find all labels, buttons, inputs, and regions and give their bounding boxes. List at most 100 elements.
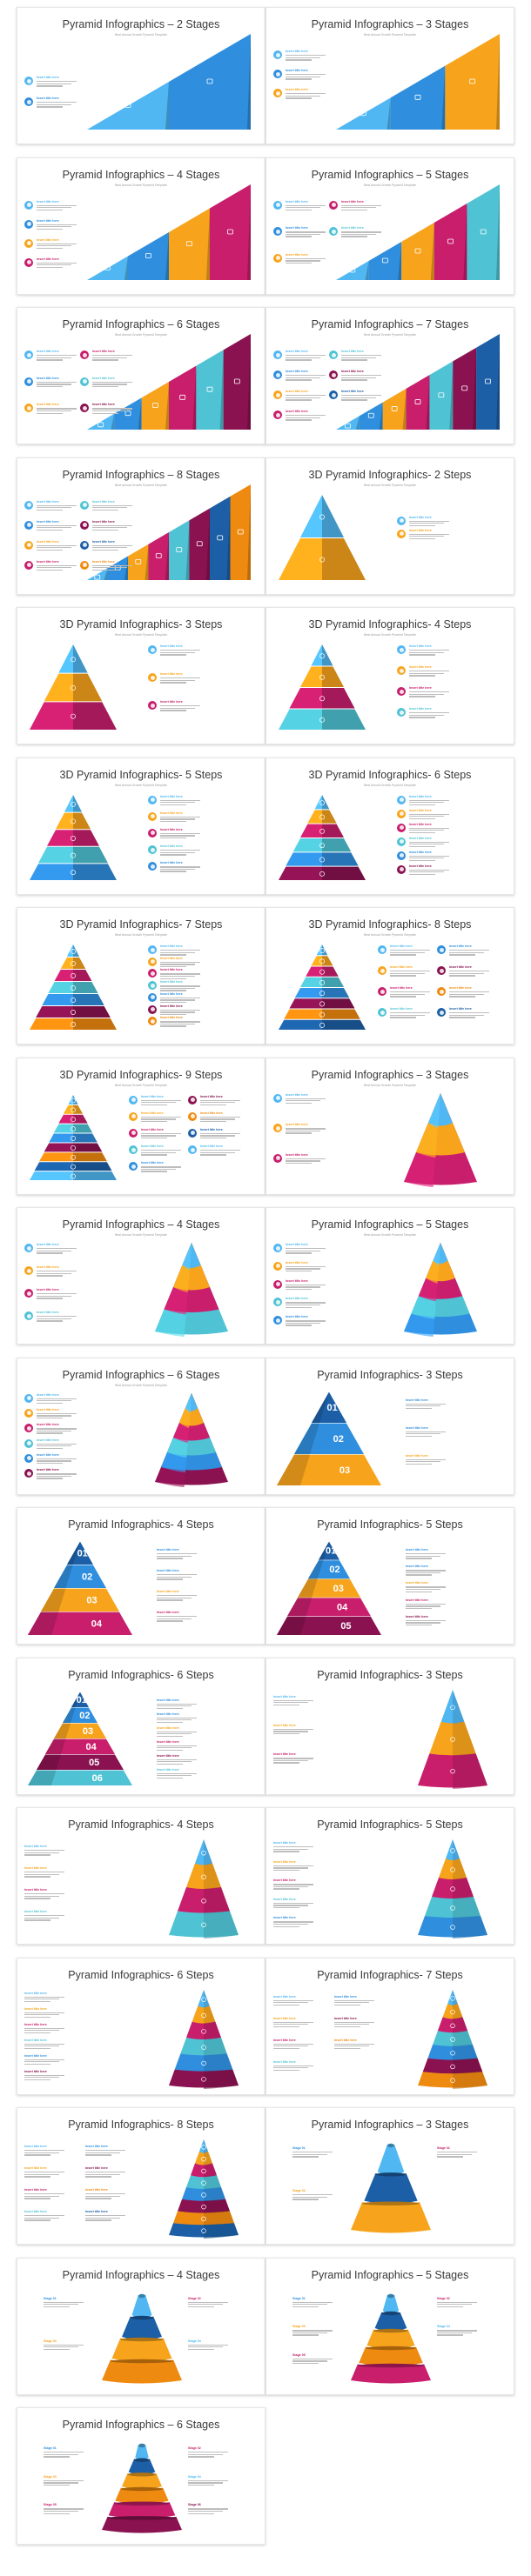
slide-thumbnail[interactable]: Pyramid Infographics- 7 Steps Insert titl…: [266, 1957, 514, 2095]
slide-thumbnail[interactable]: Pyramid Infographics – 8 Stages Best Annu…: [17, 457, 266, 595]
description-text-line: [188, 2510, 223, 2513]
step-title: Insert title here: [273, 2016, 296, 2020]
description-text-line: [141, 1102, 176, 1104]
step-title: Insert title here: [273, 1841, 296, 1845]
description-text-line: [286, 263, 312, 264]
step-title: Insert title here: [37, 237, 59, 242]
description-text-line: [449, 1014, 484, 1016]
slide-thumbnail[interactable]: Pyramid Infographics- 3 Steps 01 02 03 Inser…: [266, 1357, 514, 1495]
step-title: Insert title here: [160, 968, 183, 972]
slide-thumbnail[interactable]: Pyramid Infographics – 3 Stages Best Annu…: [266, 7, 514, 144]
slide-thumbnail[interactable]: 3D Pyramid Infographics- 7 Steps Best Ann…: [17, 907, 266, 1044]
description-text-line: [406, 1572, 440, 1574]
description-text-line: [37, 509, 63, 511]
cone-layer-highlight: [185, 1392, 192, 1413]
slide-thumbnail[interactable]: Pyramid Infographics- 5 Steps 01 02 03 04 05 I…: [266, 1507, 514, 1645]
layer-icon: [71, 1135, 76, 1141]
slide-title: Pyramid Infographics – 4 Stages: [62, 1218, 220, 1231]
slide-thumbnail[interactable]: Pyramid Infographics- 4 Steps Insert titl…: [17, 1807, 266, 1945]
slope-segment: [453, 347, 477, 430]
description-text-line: [188, 2306, 214, 2308]
slide-thumbnail[interactable]: Pyramid Infographics- 6 Steps 01 02 03 04 05 0…: [17, 1657, 266, 1795]
description-text-line: [292, 2153, 327, 2155]
description-text-line: [406, 1586, 446, 1588]
slide-thumbnail[interactable]: Pyramid Infographics – 4 Stages Best Annu…: [17, 1207, 266, 1345]
step-bullet-icon: [148, 957, 157, 966]
slide-thumbnail[interactable]: Pyramid Infographics- 5 Steps Insert titl…: [266, 1807, 514, 1945]
description-text-line: [37, 1460, 71, 1462]
description-text-line: [273, 1902, 313, 1905]
slope-segment: [169, 365, 197, 430]
slide-thumbnail[interactable]: Pyramid Infographics – 6 Stages Best Annu…: [17, 1357, 266, 1495]
slide-thumbnail[interactable]: Pyramid Infographics – 6 Stages Best Annu…: [17, 307, 266, 444]
segment-icon: [176, 546, 183, 552]
pyramid-layer-left-face: [36, 1006, 73, 1018]
step-title: Insert title here: [160, 700, 183, 704]
description-text-line: [24, 1876, 50, 1878]
segment-icon: [186, 240, 192, 246]
step-title: Insert title here: [406, 1548, 428, 1552]
step-item: Insert title here: [24, 1265, 120, 1279]
slide-thumbnail[interactable]: Pyramid Infographics – 5 Stages Best Annu…: [266, 1207, 514, 1345]
slide-thumbnail[interactable]: Pyramid Infographics – 6 Stages Stage 01 S…: [17, 2407, 266, 2545]
step-bullet-icon: [148, 992, 157, 1002]
description-text-line: [449, 954, 475, 956]
segment-icon: [206, 78, 213, 84]
layer-icon: [450, 2023, 455, 2028]
step-item: Insert title here: [273, 1898, 334, 1910]
description-text-line: [37, 1445, 71, 1447]
tier-number: 03: [86, 1595, 97, 1605]
description-text-line: [188, 2456, 214, 2458]
slide-thumbnail[interactable]: Pyramid Infographics – 5 Stages Best Annu…: [266, 157, 514, 295]
step-item: Insert title here: [24, 1453, 120, 1467]
description-text-line: [24, 2176, 50, 2178]
slide-thumbnail[interactable]: Pyramid Infographics – 3 Stages Stage 01 S…: [266, 2107, 514, 2245]
pyramid-layer-left-face: [30, 1171, 73, 1180]
description-text-line: [273, 2002, 308, 2004]
description-text-line: [24, 1850, 64, 1852]
description-text-line: [406, 1607, 432, 1610]
slide-subtitle: Best Annual Growth Pyramid Template: [364, 1083, 416, 1087]
slide-thumbnail[interactable]: Pyramid Infographics- 4 Steps 01 02 03 04 Ins…: [17, 1507, 266, 1645]
slide-thumbnail[interactable]: Pyramid Infographics- 6 Steps Insert titl…: [17, 1957, 266, 2095]
description-text-line: [92, 385, 118, 388]
layer-icon: [201, 2168, 206, 2174]
pyramid-layer-left-face: [294, 988, 322, 998]
slide-thumbnail[interactable]: 3D Pyramid Infographics- 6 Steps Best Ann…: [266, 757, 514, 895]
step-title: Insert title here: [390, 1007, 413, 1011]
slide-thumbnail[interactable]: Pyramid Infographics- 3 Steps Insert titl…: [266, 1657, 514, 1795]
description-text-line: [188, 2484, 214, 2486]
step-bullet-icon: [148, 645, 157, 654]
slide-thumbnail[interactable]: Pyramid Infographics – 5 Stages Stage 01 S…: [266, 2257, 514, 2395]
description-text-line: [273, 2065, 313, 2066]
slide-thumbnail[interactable]: Pyramid Infographics – 3 Stages Best Annu…: [266, 1057, 514, 1195]
slide-thumbnail[interactable]: Pyramid Infographics – 4 Stages Best Annu…: [17, 157, 266, 295]
slide-thumbnail[interactable]: Pyramid Infographics – 2 Stages Best Annu…: [17, 7, 266, 144]
slide-thumbnail[interactable]: Pyramid Infographics- 8 Steps Insert titl…: [17, 2107, 266, 2245]
description-text-line: [292, 2196, 327, 2198]
step-item: Insert title here: [24, 238, 120, 252]
description-text-line: [37, 564, 77, 566]
description-text-line: [37, 264, 71, 266]
description-text-line: [409, 845, 435, 848]
slide-thumbnail[interactable]: 3D Pyramid Infographics- 2 Steps Best Ann…: [266, 457, 514, 595]
slide-subtitle: Best Annual Growth Pyramid Template: [115, 183, 167, 187]
slope-segment: [467, 184, 500, 280]
slide-thumbnail[interactable]: 3D Pyramid Infographics- 4 Steps Best Ann…: [266, 607, 514, 744]
slide-thumbnail[interactable]: 3D Pyramid Infographics- 8 Steps Best Ann…: [266, 907, 514, 1044]
layer-icon: [319, 1011, 325, 1018]
slide-thumbnail[interactable]: 3D Pyramid Infographics- 5 Steps Best Ann…: [17, 757, 266, 895]
stacked-layer-shade: [453, 1897, 481, 1919]
layer-icon: [71, 801, 76, 807]
step-bullet-icon: [188, 1111, 197, 1121]
description-text-line: [44, 2510, 78, 2513]
slide-thumbnail[interactable]: 3D Pyramid Infographics- 3 Steps Best Ann…: [17, 607, 266, 744]
layer-icon: [71, 985, 76, 991]
slope-segment-shadow: [386, 97, 391, 130]
slide-thumbnail[interactable]: 3D Pyramid Infographics- 9 Steps Best Ann…: [17, 1057, 266, 1195]
pyramid-layer-left-face: [286, 851, 322, 866]
slide-thumbnail[interactable]: Pyramid Infographics – 7 Stages Best Annu…: [266, 307, 514, 444]
pyramid-layer-left-face: [279, 1019, 322, 1030]
slide-thumbnail[interactable]: Pyramid Infographics – 4 Stages Stage 01 S…: [17, 2257, 266, 2395]
step-title: Insert title here: [37, 1243, 59, 1246]
